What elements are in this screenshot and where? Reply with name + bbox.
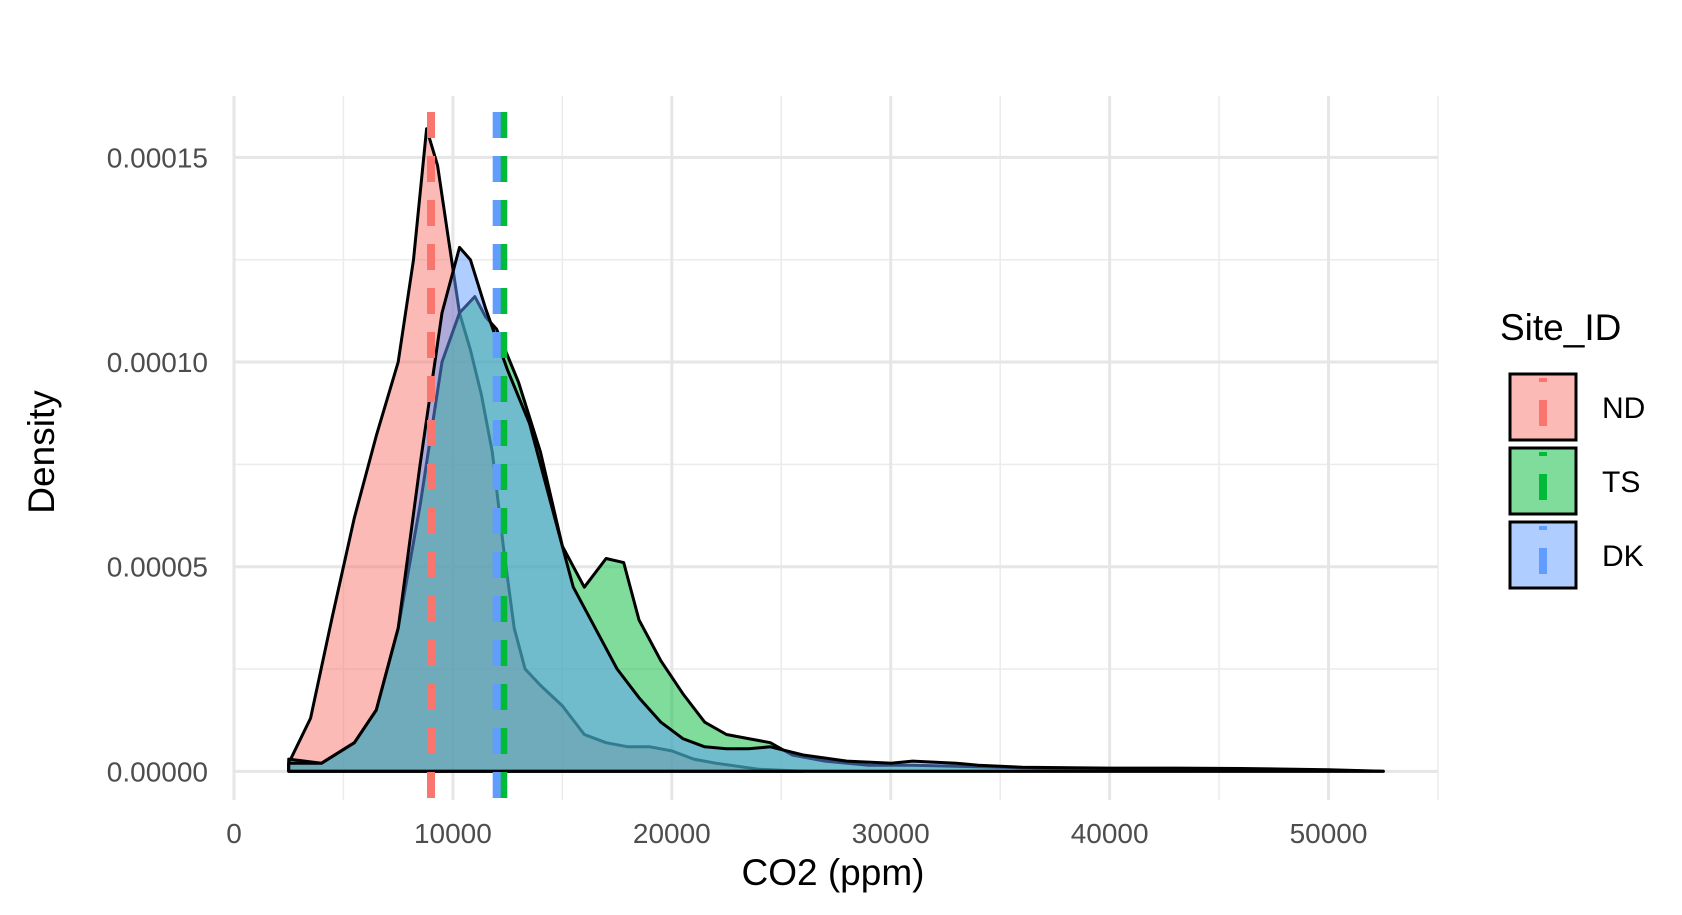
x-tick-label: 20000: [633, 818, 711, 849]
x-tick-label: 40000: [1071, 818, 1149, 849]
x-tick-label: 50000: [1290, 818, 1368, 849]
legend-item-ts: TS: [1508, 446, 1640, 516]
y-axis-title: Density: [21, 390, 62, 514]
legend-label-dk: DK: [1602, 540, 1644, 573]
y-tick-label: 0.00005: [107, 552, 208, 583]
legend-label-nd: ND: [1602, 392, 1645, 425]
y-axis-ticks: 0.00000 0.00005 0.00010 0.00015: [107, 142, 208, 787]
density-areas: [287, 127, 1385, 773]
x-tick-label: 30000: [852, 818, 930, 849]
legend-title: Site_ID: [1500, 307, 1621, 348]
x-axis-title: CO2 (ppm): [742, 852, 925, 893]
y-tick-label: 0.00015: [107, 142, 208, 173]
x-tick-label: 0: [226, 818, 242, 849]
legend-items: ND TS DK: [1508, 372, 1645, 590]
y-tick-label: 0.00000: [107, 756, 208, 787]
x-tick-label: 10000: [414, 818, 492, 849]
legend-item-dk: DK: [1508, 520, 1644, 590]
density-area-dk: [287, 245, 1385, 773]
legend-key-dk: [1508, 520, 1578, 590]
y-tick-label: 0.00010: [107, 347, 208, 378]
legend-label-ts: TS: [1602, 466, 1640, 499]
legend: Site_ID ND TS DK: [1500, 307, 1645, 590]
legend-item-nd: ND: [1508, 372, 1645, 442]
x-axis-ticks: 0 10000 20000 30000 40000 50000: [226, 818, 1367, 849]
